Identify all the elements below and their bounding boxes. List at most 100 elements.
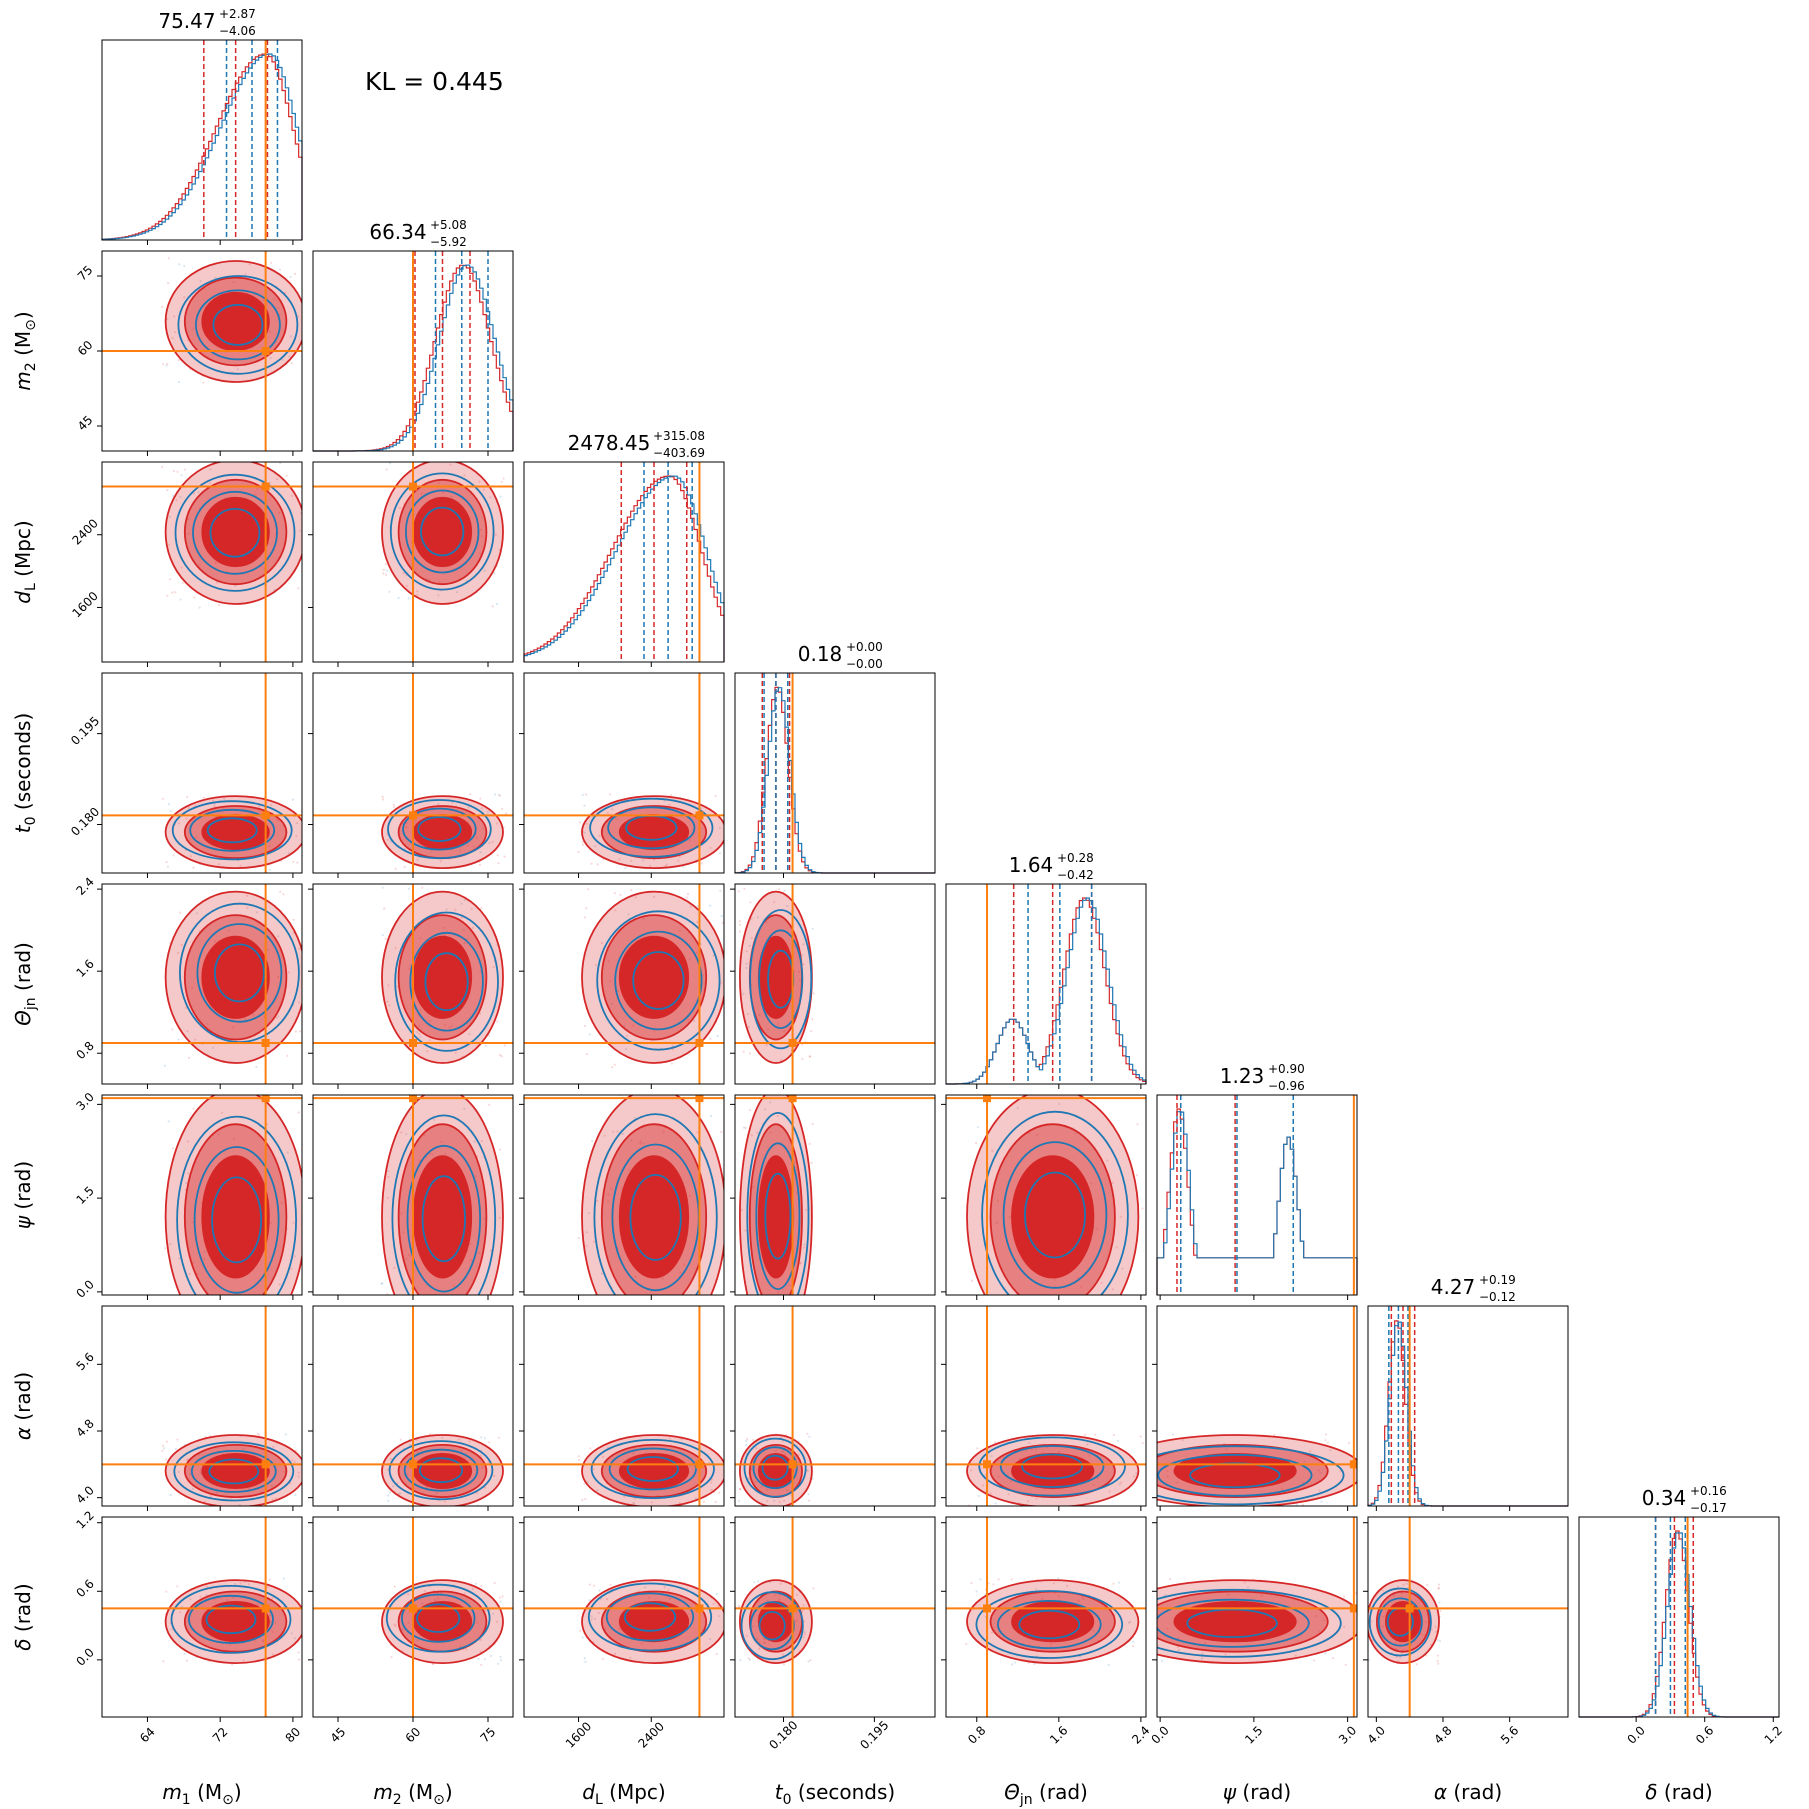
panel-hist-delta: 0.34 +0.16 −0.17 0.0 0.6 1.2 [1578, 1484, 1785, 1747]
truth-marker [1349, 1604, 1357, 1613]
scatter-point [808, 1499, 811, 1502]
title-thetajn: 1.64 [1009, 853, 1054, 877]
scatter-point [161, 1449, 164, 1452]
scatter-point [641, 859, 645, 862]
scatter-point [754, 1481, 757, 1484]
scatter-point [192, 492, 195, 495]
blue-contour-3 [623, 1602, 677, 1632]
scatter-point [781, 1440, 785, 1443]
blue-contour-3 [632, 951, 685, 1010]
panel-frame [101, 39, 303, 241]
scatter-point [581, 1498, 584, 1501]
scatter-point [279, 462, 282, 465]
scatter-point [577, 851, 580, 854]
panel-frame [1156, 1094, 1358, 1296]
scatter-point [718, 1491, 721, 1494]
scatter-point [303, 1098, 305, 1100]
scatter-point [480, 1318, 482, 1320]
scatter-point [428, 1345, 430, 1347]
scatter-point [709, 846, 712, 849]
panel-frame [101, 461, 303, 663]
scatter-point [171, 1028, 174, 1031]
scatter-point [1260, 1594, 1264, 1597]
panel-frame [1578, 1516, 1780, 1718]
scatter-point [806, 1470, 809, 1473]
panel-2d-t0-psi [730, 1094, 936, 1317]
scatter-point [590, 1615, 593, 1618]
scatter-point [188, 1056, 191, 1059]
scatter-point [500, 480, 503, 483]
scatter-point [214, 561, 217, 565]
scatter-point [1426, 1583, 1429, 1586]
scatter-point [1439, 1609, 1442, 1613]
scatter-point [1125, 1340, 1127, 1342]
scatter-point [588, 1033, 591, 1036]
scatter-point [481, 535, 484, 538]
scatter-point [991, 1149, 994, 1152]
scatter-point [1132, 1645, 1135, 1648]
blue-contour-1 [593, 1113, 718, 1295]
scatter-point [382, 568, 385, 571]
scatter-point [491, 605, 494, 608]
title-dl: 2478.45 [568, 431, 651, 455]
scatter-point [460, 902, 463, 905]
scatter-point [803, 1620, 806, 1623]
scatter-point [463, 1592, 466, 1595]
scatter-point [583, 804, 586, 807]
blue-contour-3 [208, 1458, 260, 1485]
scatter-point [242, 1659, 245, 1662]
scatter-point [1092, 1483, 1095, 1486]
scatter-point [667, 1589, 670, 1592]
scatter-point [187, 806, 190, 809]
scatter-point [277, 935, 280, 938]
scatter-point [710, 1481, 713, 1484]
scatter-point [1166, 1475, 1169, 1478]
scatter-point [386, 1000, 389, 1003]
blue-contour-3 [418, 1457, 464, 1484]
scatter-point [271, 1597, 274, 1600]
scatter-point [304, 266, 306, 268]
scatter-point [1382, 1615, 1385, 1618]
scatter-point [676, 1089, 678, 1091]
scatter-point [1324, 1652, 1327, 1655]
red-contour-3 [1011, 1600, 1095, 1643]
scatter-point [177, 951, 180, 955]
scatter-point [164, 1247, 167, 1250]
blue-contour-1 [743, 1437, 807, 1498]
scatter-point [1090, 1182, 1093, 1185]
scatter-point [269, 1614, 272, 1617]
truth-marker [261, 347, 270, 355]
scatter-point [171, 336, 174, 340]
scatter-point [167, 282, 170, 285]
scatter-point [743, 1315, 745, 1317]
title-lower-error: −5.92 [430, 235, 467, 249]
scatter-point [742, 1126, 746, 1129]
scatter-point [434, 1599, 437, 1602]
scatter-point [297, 315, 300, 318]
scatter-point [394, 1624, 397, 1627]
scatter-point [1112, 1582, 1115, 1585]
scatter-point [1121, 1267, 1124, 1270]
scatter-point [709, 1637, 712, 1641]
scatter-point [166, 489, 169, 492]
scatter-point [1402, 1583, 1405, 1586]
scatter-point [203, 1258, 206, 1261]
scatter-point [714, 1500, 717, 1503]
scatter-point [725, 1211, 727, 1213]
blue-contour-1 [1157, 1588, 1342, 1658]
scatter-point [195, 836, 198, 839]
scatter-point [229, 1315, 231, 1317]
scatter-point [393, 1585, 396, 1588]
scatter-point [192, 866, 195, 869]
scatter-point [479, 1650, 482, 1653]
scatter-point [165, 861, 168, 864]
scatter-point [209, 1495, 212, 1498]
scatter-point [1169, 1578, 1172, 1581]
scatter-point [630, 859, 633, 862]
scatter-point [169, 809, 172, 813]
scatter-point [202, 381, 205, 384]
scatter-point [809, 1055, 812, 1058]
scatter-point [1057, 1595, 1061, 1598]
panel-frame [101, 1094, 303, 1296]
scatter-point [278, 511, 281, 514]
